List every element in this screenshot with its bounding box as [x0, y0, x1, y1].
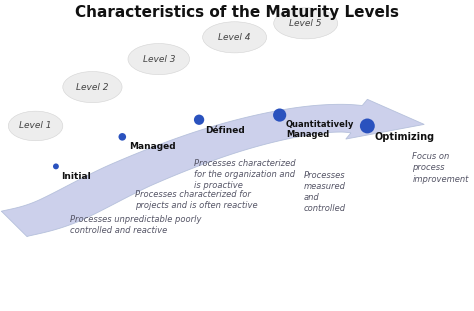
Point: [52, 164, 60, 169]
Ellipse shape: [202, 22, 266, 53]
Text: Focus on
process
improvement: Focus on process improvement: [412, 152, 469, 183]
Text: Défined: Défined: [205, 126, 245, 135]
Text: Optimizing: Optimizing: [374, 132, 435, 142]
Text: Level 5: Level 5: [290, 19, 322, 28]
Text: Managed: Managed: [129, 142, 175, 151]
Point: [195, 117, 203, 122]
Text: Processes
measured
and
controlled: Processes measured and controlled: [303, 171, 346, 213]
Text: Processes characterized
for the organization and
is proactive: Processes characterized for the organiza…: [194, 159, 296, 190]
Ellipse shape: [128, 44, 190, 75]
Polygon shape: [1, 99, 424, 237]
Text: Processes characterized for
projects and is often reactive: Processes characterized for projects and…: [135, 190, 258, 210]
Point: [118, 134, 126, 139]
Text: Initial: Initial: [62, 172, 91, 181]
Ellipse shape: [274, 8, 337, 39]
Text: Level 2: Level 2: [76, 83, 109, 91]
Ellipse shape: [8, 111, 63, 141]
Ellipse shape: [63, 72, 122, 103]
Text: Level 4: Level 4: [219, 33, 251, 42]
Text: Processes unpredictable poorly
controlled and reactive: Processes unpredictable poorly controlle…: [70, 215, 201, 235]
Text: Level 3: Level 3: [143, 55, 175, 63]
Text: Level 1: Level 1: [19, 122, 52, 130]
Text: Quantitatively
Managed: Quantitatively Managed: [286, 120, 354, 139]
Point: [364, 123, 371, 128]
Text: Characteristics of the Maturity Levels: Characteristics of the Maturity Levels: [75, 5, 399, 20]
Point: [276, 113, 283, 118]
